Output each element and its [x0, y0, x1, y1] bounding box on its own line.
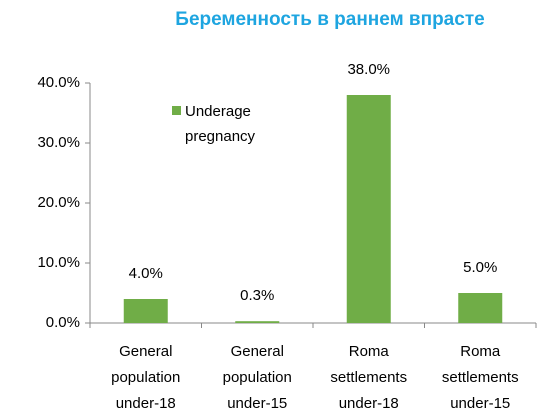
legend-swatch [172, 106, 181, 115]
value-label: 0.3% [240, 287, 274, 304]
x-tick-label: Roma settlements under-18 [330, 343, 407, 412]
bar [235, 321, 280, 323]
value-label: 4.0% [129, 265, 163, 282]
x-tick-label: General population under-15 [223, 343, 292, 412]
y-tick-label: 30.0% [37, 134, 80, 151]
bar [123, 299, 168, 323]
legend-label: Underage pregnancy [185, 103, 256, 145]
value-label: 5.0% [463, 259, 497, 276]
y-tick-label: 0.0% [46, 314, 80, 331]
bar [346, 95, 391, 323]
bar [458, 293, 503, 323]
y-tick-label: 40.0% [37, 74, 80, 91]
x-tick-label: General population under-18 [111, 343, 180, 412]
x-tick-label: Roma settlements under-15 [442, 343, 519, 412]
y-tick-label: 10.0% [37, 254, 80, 271]
chart-title: Беременность в раннем впрасте [175, 9, 484, 30]
value-label: 38.0% [347, 61, 390, 78]
y-tick-label: 20.0% [37, 194, 80, 211]
